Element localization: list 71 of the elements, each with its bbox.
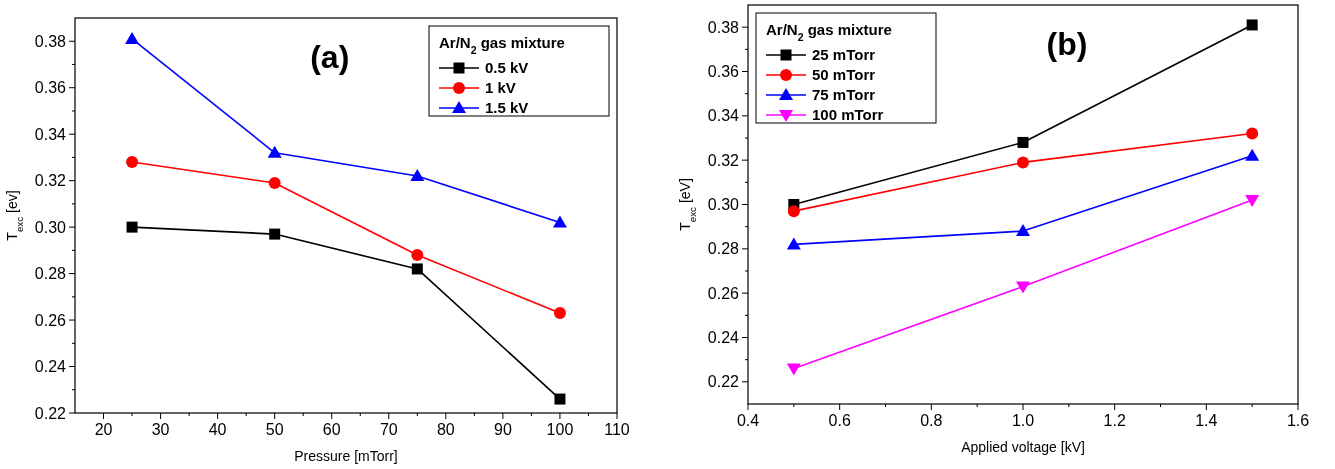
x-tick-label: 60 (322, 421, 341, 438)
y-tick-label: 0.34 (34, 125, 67, 143)
y-tick-label: 0.32 (34, 172, 67, 190)
point (1245, 195, 1260, 208)
y-tick-label: 0.36 (707, 63, 740, 80)
x-tick-label: 40 (208, 421, 227, 438)
x-tick-label: 1.6 (1286, 412, 1310, 429)
point (1245, 148, 1260, 161)
point (552, 215, 567, 228)
legend-label: 100 mTorr (812, 106, 884, 123)
x-tick-label: 50 (265, 421, 284, 438)
x-tick-label: 0.8 (920, 412, 943, 429)
point (411, 249, 424, 261)
y-tick-label: 0.24 (707, 329, 740, 346)
x-tick-label: 90 (494, 421, 512, 438)
y-tick-label: 0.26 (34, 311, 67, 329)
x-axis-title: Pressure [mTorr] (294, 448, 398, 464)
point (1016, 224, 1030, 237)
x-tick-label: 1.0 (1011, 412, 1035, 429)
point (267, 145, 282, 158)
y-tick-label: 0.28 (34, 265, 67, 283)
point (268, 176, 281, 189)
legend-label: 75 mTorr (812, 86, 876, 103)
legend-title: Ar/N$_{2}$ gas mixture (766, 21, 892, 43)
annotation: (a) (310, 39, 350, 75)
x-tick-label: 0.6 (828, 412, 851, 429)
y-tick-label: 0.28 (707, 240, 740, 258)
point (411, 263, 423, 275)
point (126, 221, 138, 233)
x-tick-label: 80 (436, 421, 455, 438)
y-tick-label: 0.38 (707, 18, 740, 36)
annotation: (b) (1046, 26, 1088, 62)
point (125, 31, 140, 44)
point (553, 307, 566, 320)
point (786, 237, 801, 250)
x-tick-label: 30 (151, 421, 170, 438)
x-tick-label: 1.2 (1103, 412, 1126, 429)
point (1017, 156, 1029, 169)
point (1017, 136, 1029, 148)
y-tick-label: 0.36 (34, 79, 67, 97)
y-tick-label: 0.22 (707, 373, 740, 391)
x-tick-label: 1.4 (1195, 412, 1218, 429)
y-tick-label: 0.38 (34, 32, 67, 50)
point (1016, 281, 1030, 294)
x-tick-label: 20 (94, 421, 113, 438)
point (1246, 19, 1258, 31)
y-tick-label: 0.22 (34, 404, 67, 422)
legend-label: 0.5 kV (485, 59, 529, 76)
point (1246, 127, 1259, 140)
y-tick-label: 0.30 (707, 196, 740, 213)
x-tick-label: 70 (379, 421, 398, 438)
point (410, 169, 425, 181)
legend-label: 1.5 kV (485, 99, 529, 116)
point (787, 205, 800, 218)
point (126, 156, 139, 169)
y-tick-label: 0.26 (707, 284, 740, 302)
point (554, 393, 566, 405)
y-tick-label: 0.34 (707, 107, 740, 125)
x-tick-label: 100 (546, 421, 574, 438)
x-tick-label: 110 (604, 421, 630, 438)
legend-label: 1 kV (485, 79, 516, 96)
x-tick-label: 0.4 (736, 412, 760, 429)
point (269, 228, 281, 240)
legend-label: 25 mTorr (812, 46, 876, 63)
legend-label: 50 mTorr (812, 66, 876, 83)
point (786, 363, 801, 376)
y-tick-label: 0.24 (34, 358, 67, 376)
x-axis-title: Applied voltage [kV] (961, 439, 1085, 455)
legend-title: Ar/N$_{2}$ gas mixture (439, 34, 565, 56)
y-tick-label: 0.32 (707, 151, 740, 169)
y-tick-label: 0.30 (34, 218, 67, 236)
